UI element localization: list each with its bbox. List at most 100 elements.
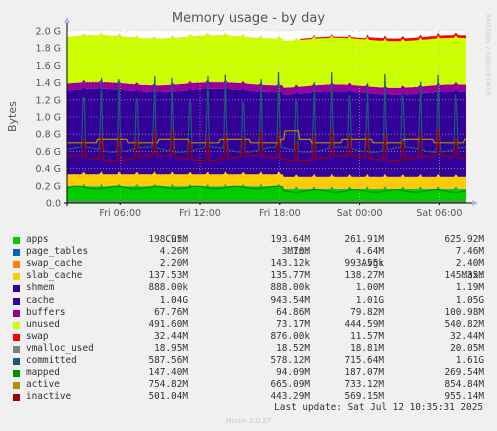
munin-version: Munin 2.0.57 <box>225 417 272 425</box>
legend-label: slab_cache <box>26 270 83 282</box>
legend: Cur: Min: Avg: Max: apps 198.95M 193.64M 26… <box>10 222 490 403</box>
value-avg: 4.64M <box>355 246 384 258</box>
legend-label: apps <box>26 234 49 246</box>
legend-label: active <box>26 379 60 391</box>
legend-label: swap <box>26 330 49 342</box>
legend-label: vmalloc_used <box>26 342 94 354</box>
legend-row-shmem: shmem 888.00k 888.00k 1.00M 1.19M <box>10 282 490 294</box>
legend-label: inactive <box>26 391 72 403</box>
legend-swatch <box>13 285 20 293</box>
value-min: 135.77M <box>270 270 310 282</box>
value-avg: 138.27M <box>344 270 384 282</box>
legend-label: swap_cache <box>26 258 83 270</box>
legend-swatch <box>13 261 20 269</box>
legend-row-inactive: inactive 501.04M 443.29M 569.15M 955.14M <box>10 391 490 403</box>
value-cur: 2.20M <box>159 258 188 270</box>
legend-label: page_tables <box>26 246 89 258</box>
value-cur: 32.44M <box>154 330 188 342</box>
legend-row-active: active 754.82M 665.09M 733.12M 854.84M <box>10 379 490 391</box>
value-max: 1.05G <box>455 294 484 306</box>
legend-row-cache: cache 1.04G 943.54M 1.01G 1.05G <box>10 295 490 307</box>
legend-label: unused <box>26 318 60 330</box>
line-mapped <box>66 185 467 193</box>
value-min: 876.00k <box>270 330 310 342</box>
legend-row-buffers: buffers 67.76M 64.86M 79.82M 100.98M <box>10 307 490 319</box>
legend-row-apps: apps 198.95M 193.64M 261.91M 625.92M <box>10 234 490 246</box>
legend-swatch <box>13 321 20 329</box>
value-avg: 261.91M <box>344 234 384 246</box>
area-cache <box>67 85 466 177</box>
value-avg: 1.00M <box>355 282 384 294</box>
y-tick-label: 0.2 G <box>36 181 62 192</box>
value-max: 1.61G <box>455 355 484 367</box>
legend-label: cache <box>26 294 55 306</box>
legend-swatch <box>13 333 20 341</box>
line-active <box>67 130 466 144</box>
area-buffers <box>67 78 466 95</box>
legend-row-swap_cache: swap_cache 2.20M 143.12k 993.55k 2.40M <box>10 258 490 270</box>
legend-row-page_tables: page_tables 4.26M 3.70M 4.64M 7.46M <box>10 246 490 258</box>
value-min: 18.52M <box>276 342 310 354</box>
value-cur: 137.53M <box>148 270 188 282</box>
value-max: 7.46M <box>455 246 484 258</box>
value-min: 443.29M <box>270 391 310 403</box>
value-min: 193.64M <box>270 234 310 246</box>
y-tick-label: 0.6 G <box>36 147 62 158</box>
value-cur: 501.04M <box>148 391 188 403</box>
x-tick-label: Fri 18:00 <box>259 208 301 219</box>
legend-row-committed: committed 587.56M 578.12M 715.64M 1.61G <box>10 355 490 367</box>
value-max: 32.44M <box>450 330 484 342</box>
value-cur: 491.60M <box>148 318 188 330</box>
value-cur: 888.00k <box>148 282 188 294</box>
value-max: 269.54M <box>444 367 484 379</box>
last-update: Last update: Sat Jul 12 10:35:31 2025 <box>274 402 483 413</box>
value-avg: 715.64M <box>344 355 384 367</box>
value-avg: 187.07M <box>344 367 384 379</box>
value-max: 145.35M <box>444 270 484 282</box>
value-max: 2.40M <box>455 258 484 270</box>
y-tick-label: 0.8 G <box>36 130 62 141</box>
value-max: 1.19M <box>455 282 484 294</box>
legend-swatch <box>13 237 20 245</box>
value-avg: 569.15M <box>344 391 384 403</box>
header-avg: Avg: <box>361 258 384 270</box>
legend-row-swap: swap 32.44M 876.00k 11.57M 32.44M <box>10 331 490 343</box>
y-tick-label: 2.0 G <box>36 27 62 38</box>
value-max: 540.82M <box>444 318 484 330</box>
y-tick-label: 1.4 G <box>36 78 62 89</box>
value-min: 94.09M <box>276 367 310 379</box>
legend-swatch <box>13 273 20 281</box>
legend-swatch <box>13 249 20 257</box>
area-slab_cache <box>67 171 466 189</box>
legend-swatch <box>13 297 20 305</box>
axes: 0.0 0.2 G 0.4 G 0.6 G 0.8 G 1.0 G 1.2 G 1.4 G 1.… <box>36 17 478 219</box>
value-avg: 733.12M <box>344 379 384 391</box>
chart-title: Memory usage - by day <box>171 11 326 26</box>
legend-label: committed <box>26 355 77 367</box>
value-min: 3.70M <box>281 246 310 258</box>
y-axis-label: Bytes <box>6 101 19 132</box>
area-apps <box>67 183 466 203</box>
value-avg: 79.82M <box>350 306 384 318</box>
value-avg: 11.57M <box>350 330 384 342</box>
value-cur: 587.56M <box>148 355 188 367</box>
legend-swatch <box>13 345 20 353</box>
value-cur: 18.95M <box>154 342 188 354</box>
header-max: Max: <box>461 270 484 282</box>
value-cur: 754.82M <box>148 379 188 391</box>
value-max: 955.14M <box>444 391 484 403</box>
value-min: 888.00k <box>270 282 310 294</box>
x-tick-label: Fri 12:00 <box>179 208 221 219</box>
legend-label: buffers <box>26 306 66 318</box>
legend-row-vmalloc_used: vmalloc_used 18.95M 18.52M 18.81M 20.05M <box>10 343 490 355</box>
legend-row-unused: unused 491.60M 73.17M 444.59M 540.82M <box>10 319 490 331</box>
value-max: 854.84M <box>444 379 484 391</box>
value-cur: 1.04G <box>159 294 188 306</box>
value-min: 73.17M <box>276 318 310 330</box>
legend-swatch <box>13 382 20 390</box>
x-tick-label: Sat 00:00 <box>337 208 383 219</box>
y-tick-label: 1.0 G <box>36 113 62 124</box>
y-tick-label: 0.4 G <box>36 164 62 175</box>
value-avg: 993.55k <box>344 258 384 270</box>
